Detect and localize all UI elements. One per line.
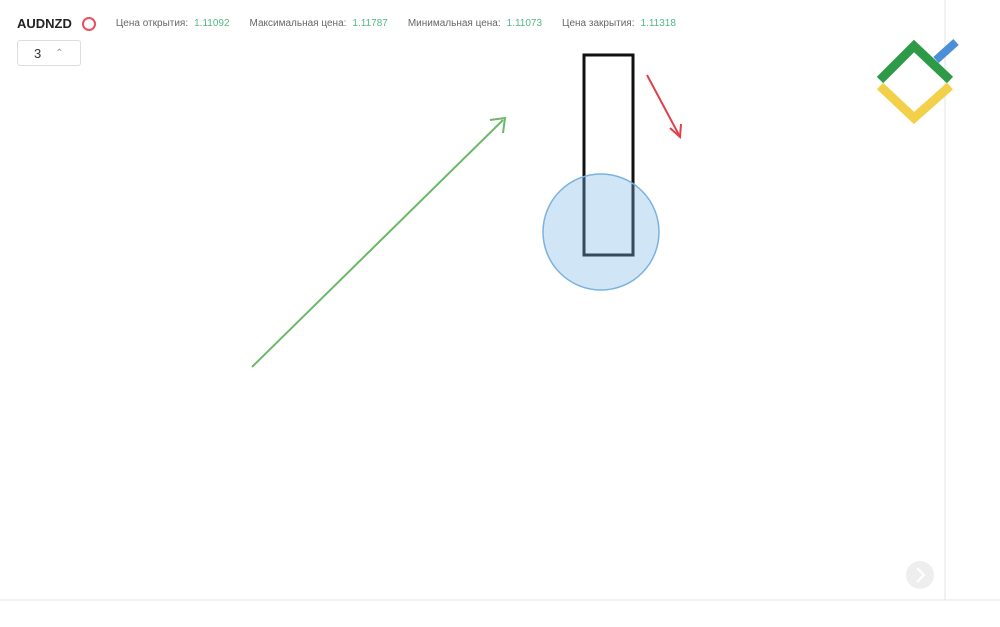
stat-value: 1.11073 [506,18,543,29]
stat-label: Цена открытия: [115,18,189,29]
trend-arrow [251,119,504,368]
arrow-head [489,116,507,134]
legend-header: AUDNZD Цена открытия: 1.11092 Максимальная… [17,16,690,31]
interval-selector[interactable]: 3 ⌃ [17,40,81,66]
stat-label: Максимальная цена: [249,18,347,29]
price-axis [945,0,1000,627]
highlight-box [582,53,635,257]
scroll-icon [916,567,926,583]
arrow-head [669,123,682,140]
stat-label: Цена закрытия: [562,18,635,29]
highlight-circle [542,173,660,291]
down-arrow [646,74,680,136]
stat-value: 1.11092 [194,18,230,29]
stat-label: Минимальная цена: [407,18,501,29]
symbol: AUDNZD [17,16,72,31]
caret: ⌃ [55,47,64,59]
stat-value: 1.11787 [352,18,388,29]
clock-icon [81,16,96,31]
interval: 3 [34,45,42,61]
scroll-button[interactable] [906,561,934,589]
stat-value: 1.11318 [640,18,676,29]
logo [876,39,959,125]
